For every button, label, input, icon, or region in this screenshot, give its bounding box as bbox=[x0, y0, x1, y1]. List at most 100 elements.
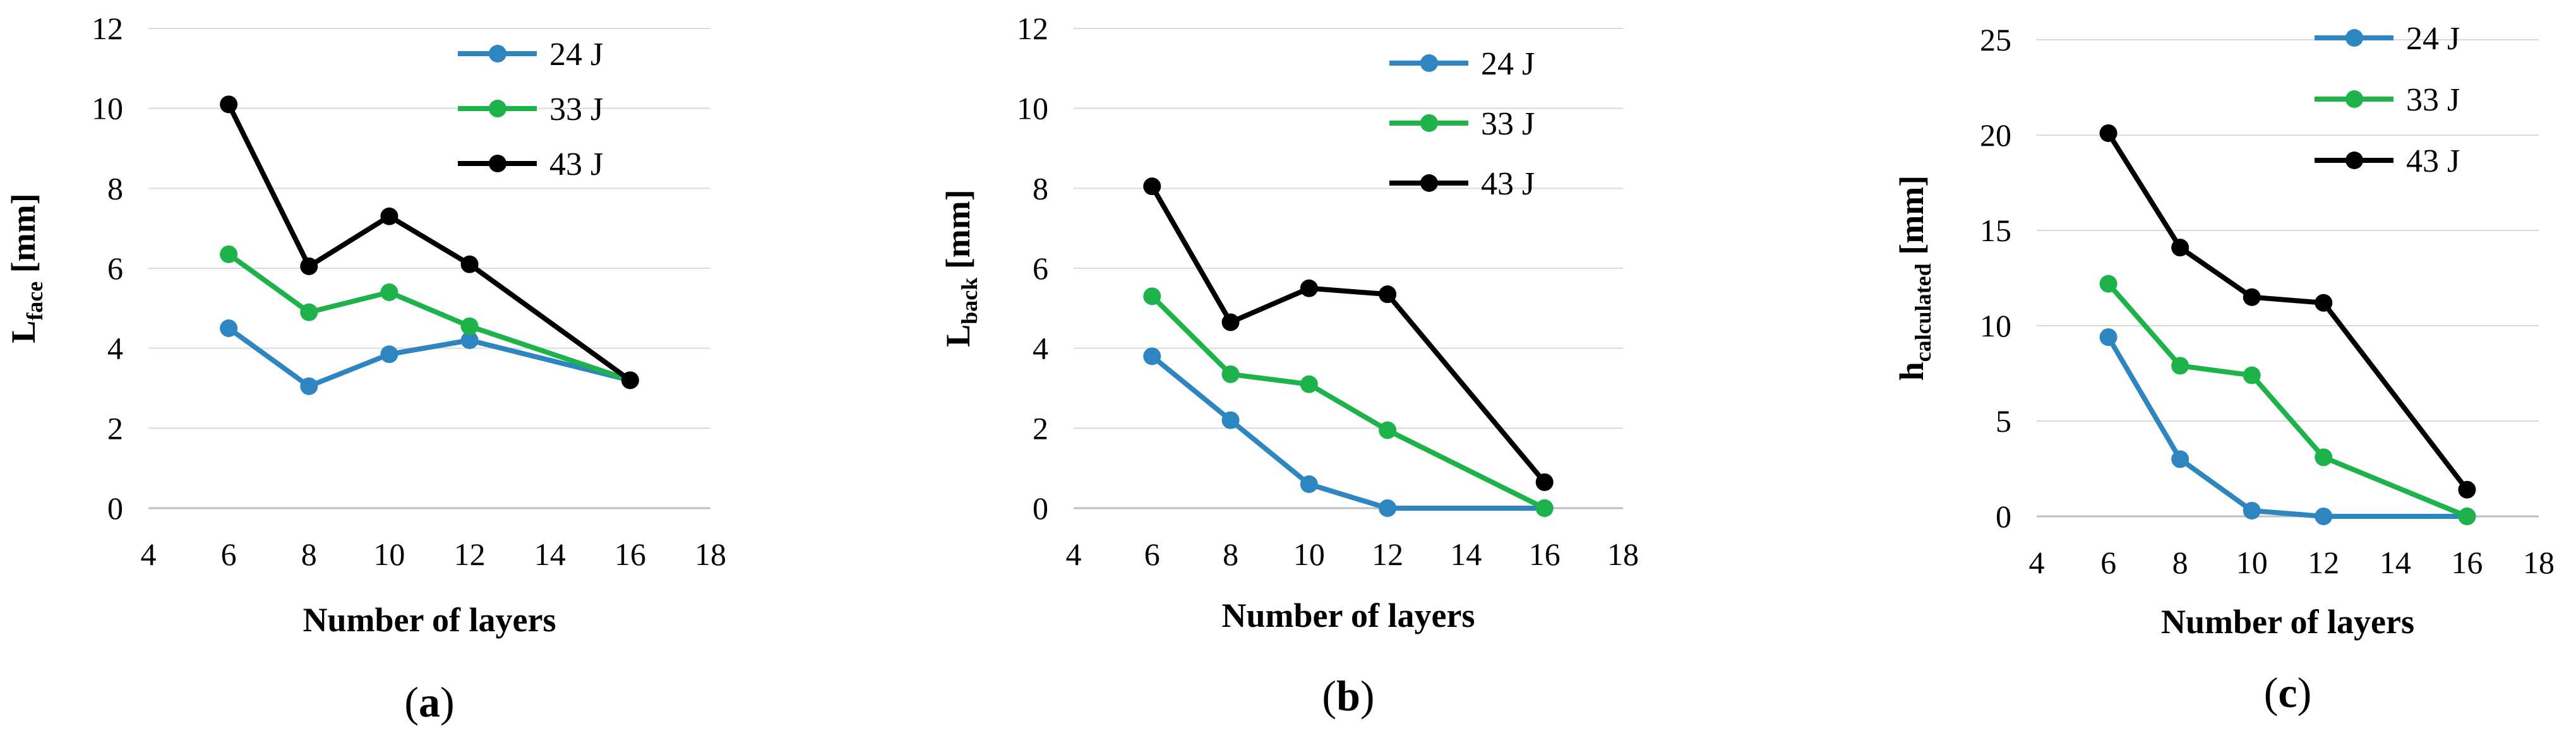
data-point bbox=[300, 303, 318, 321]
data-point bbox=[460, 317, 479, 335]
data-point bbox=[220, 245, 238, 263]
legend-label: 43 J bbox=[1481, 166, 1535, 202]
x-tick-label: 18 bbox=[2523, 545, 2555, 580]
y-axis-title-subscript: calculated bbox=[1910, 263, 1936, 362]
legend-marker bbox=[1420, 54, 1438, 72]
series-line bbox=[227, 252, 632, 383]
y-tick-label: 2 bbox=[107, 410, 123, 446]
y-axis-title-unit: [mm] bbox=[4, 193, 42, 281]
x-tick-label: 18 bbox=[695, 537, 726, 572]
data-point bbox=[621, 371, 639, 389]
y-tick-label: 5 bbox=[1996, 403, 2011, 439]
data-point bbox=[220, 95, 238, 114]
x-tick-label: 4 bbox=[2029, 545, 2045, 580]
series-line bbox=[226, 103, 632, 383]
series-line bbox=[2106, 131, 2469, 492]
legend-label: 33 J bbox=[1481, 106, 1535, 142]
y-tick-label: 6 bbox=[107, 251, 123, 286]
legend-marker bbox=[2345, 29, 2363, 47]
legend-marker bbox=[489, 45, 506, 62]
y-tick-label: 10 bbox=[92, 91, 123, 126]
y-axis-title: Lback [mm] bbox=[939, 189, 982, 347]
chart-panel-c: 0 5 10 15 20 25 4 6 8 10 12 14 16 18 Number of layers h… bbox=[1893, 21, 2555, 716]
y-tick-label: 6 bbox=[1033, 251, 1048, 286]
data-point bbox=[380, 283, 398, 301]
data-point bbox=[1535, 499, 1554, 517]
x-tick-label: 14 bbox=[1450, 537, 1482, 572]
legend-marker bbox=[489, 155, 506, 172]
data-point bbox=[1300, 375, 1318, 393]
data-point bbox=[1300, 279, 1318, 297]
x-axis-title: Number of layers bbox=[1222, 597, 1475, 634]
x-tick-label: 14 bbox=[534, 537, 566, 572]
panel-label-letter: a bbox=[419, 678, 440, 726]
y-tick-label: 10 bbox=[1017, 91, 1048, 126]
chart-panel-b: 0 2 4 6 8 10 12 4 6 8 10 12 14 16 18 Number of layers Lb… bbox=[939, 11, 1639, 720]
x-tick-label: 10 bbox=[1293, 537, 1325, 572]
legend-label: 43 J bbox=[2406, 143, 2460, 179]
x-axis-title: Number of layers bbox=[2161, 603, 2414, 641]
x-tick-label: 6 bbox=[1144, 537, 1160, 572]
data-point bbox=[1143, 347, 1161, 366]
legend-label: 24 J bbox=[2406, 21, 2460, 57]
data-point bbox=[380, 345, 398, 364]
x-tick-label: 16 bbox=[2451, 545, 2483, 580]
x-axis-title: Number of layers bbox=[303, 601, 556, 639]
x-tick-label: 18 bbox=[1607, 537, 1639, 572]
x-tick-label: 8 bbox=[1223, 537, 1238, 572]
panel-label-close: ) bbox=[1360, 672, 1375, 720]
legend-marker bbox=[1420, 114, 1438, 132]
data-point bbox=[2243, 366, 2261, 384]
data-point bbox=[460, 255, 479, 273]
data-point bbox=[2315, 508, 2333, 525]
data-point bbox=[1143, 287, 1161, 306]
data-point bbox=[1379, 421, 1397, 439]
x-tick-label: 6 bbox=[2100, 545, 2116, 580]
x-tick-label: 6 bbox=[221, 537, 237, 572]
x-tick-label: 10 bbox=[2236, 545, 2268, 580]
legend-marker bbox=[489, 100, 506, 117]
y-tick-label: 8 bbox=[1033, 170, 1048, 206]
panel-label-letter: b bbox=[1336, 672, 1360, 720]
x-tick-label: 10 bbox=[373, 537, 405, 572]
data-point bbox=[2099, 124, 2118, 142]
data-point bbox=[1379, 285, 1397, 304]
x-tick-label: 12 bbox=[2308, 545, 2339, 580]
data-point bbox=[380, 207, 398, 225]
y-tick-label: 12 bbox=[92, 11, 123, 46]
legend-label: 24 J bbox=[1481, 46, 1535, 82]
y-axis-title: Lface [mm] bbox=[4, 193, 47, 343]
data-point bbox=[1221, 313, 1240, 331]
panel-label-close: ) bbox=[2297, 669, 2312, 716]
y-tick-label: 4 bbox=[107, 331, 123, 366]
panel-label-close: ) bbox=[440, 678, 455, 726]
y-tick-label: 0 bbox=[1996, 499, 2011, 534]
legend-marker bbox=[2345, 152, 2363, 169]
data-point bbox=[1221, 365, 1240, 383]
x-tick-label: 16 bbox=[1529, 537, 1561, 572]
legend-label: 33 J bbox=[2406, 82, 2460, 118]
y-tick-label: 2 bbox=[1033, 410, 1048, 446]
data-point bbox=[300, 257, 318, 275]
y-axis-title-unit: [mm] bbox=[1893, 175, 1931, 263]
data-point bbox=[2458, 508, 2476, 525]
data-point bbox=[2243, 501, 2261, 520]
x-tick-label: 8 bbox=[2172, 545, 2188, 580]
legend-label: 43 J bbox=[549, 146, 603, 182]
data-point bbox=[2099, 275, 2118, 293]
x-tick-label: 4 bbox=[141, 537, 157, 572]
y-tick-label: 0 bbox=[1033, 490, 1048, 526]
data-point bbox=[1300, 475, 1318, 493]
y-axis-title-main: L bbox=[939, 324, 977, 347]
data-point bbox=[2171, 450, 2190, 468]
y-axis-title-subscript: face bbox=[22, 282, 47, 321]
data-point bbox=[2171, 239, 2190, 257]
y-tick-label: 0 bbox=[107, 490, 123, 526]
legend-label: 24 J bbox=[549, 37, 603, 73]
y-tick-label: 8 bbox=[107, 170, 123, 206]
legend-label: 33 J bbox=[549, 92, 603, 128]
panel-label-open: ( bbox=[1322, 672, 1336, 720]
data-point bbox=[2315, 294, 2333, 312]
data-point bbox=[220, 319, 238, 337]
